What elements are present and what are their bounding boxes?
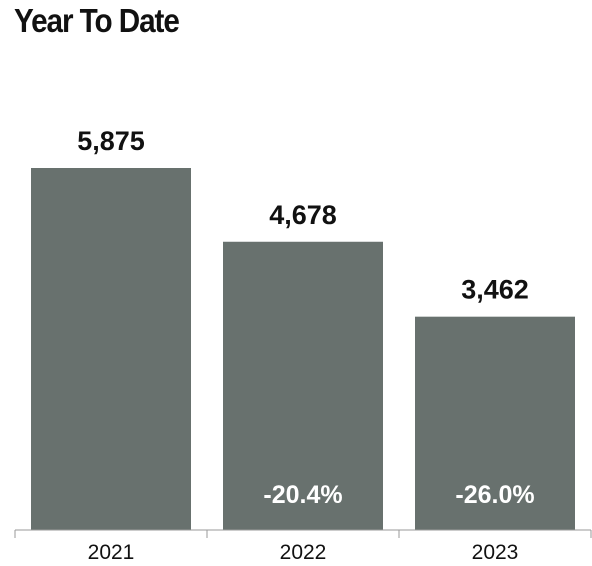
change-label-2023: -26.0% — [455, 481, 534, 509]
value-label-2022: 4,678 — [269, 200, 337, 230]
x-tick-label-2023: 2023 — [472, 541, 519, 564]
bar-2022 — [223, 241, 383, 531]
bar-2023 — [415, 316, 575, 530]
change-label-2022: -20.4% — [263, 481, 342, 509]
value-label-2021: 5,875 — [77, 126, 145, 156]
bar-2021 — [31, 168, 191, 530]
chart-title: Year To Date — [14, 2, 180, 39]
x-tick-label-2022: 2022 — [280, 541, 327, 564]
x-tick-label-2021: 2021 — [88, 541, 135, 564]
value-label-2023: 3,462 — [461, 275, 529, 305]
